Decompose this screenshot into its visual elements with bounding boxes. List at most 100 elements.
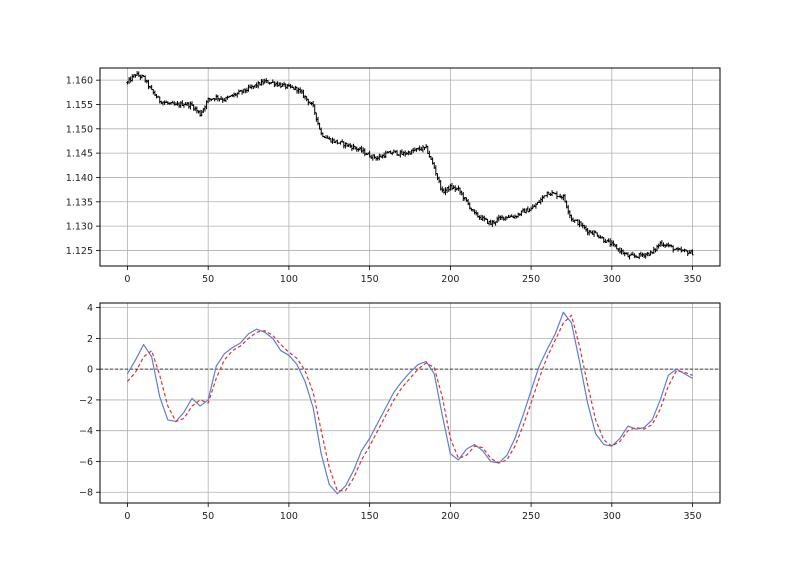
price-bar <box>373 154 376 159</box>
price-bar <box>691 249 694 256</box>
price-bar <box>447 185 450 192</box>
price-bar <box>516 212 520 218</box>
price-bar <box>615 244 618 250</box>
price-y-tick-label: 1.135 <box>66 197 93 208</box>
price-x-tick-label: 150 <box>361 274 379 285</box>
price-x-ticks: 0 50 100 150 200 250 300 350 <box>124 266 702 285</box>
price-bar <box>177 102 181 108</box>
price-bar <box>181 100 184 107</box>
price-bar <box>449 183 452 191</box>
price-bar <box>495 216 499 224</box>
price-bar <box>444 187 447 196</box>
price-bar <box>129 76 132 83</box>
price-bar <box>215 94 218 101</box>
price-bar <box>458 187 462 195</box>
price-bar <box>242 88 245 94</box>
price-bar <box>297 87 300 94</box>
price-y-tick-label: 1.150 <box>66 124 93 135</box>
price-bar <box>454 185 457 193</box>
price-bar <box>187 102 191 109</box>
price-y-tick-label: 1.160 <box>66 76 93 87</box>
price-bar <box>399 150 402 158</box>
price-x-tick-label: 250 <box>522 274 540 285</box>
price-bar <box>567 205 570 215</box>
price-y-tick-label: 1.130 <box>66 222 93 233</box>
price-bar <box>232 92 236 98</box>
price-bar <box>294 85 297 91</box>
price-bar <box>671 245 675 253</box>
price-bar <box>642 252 646 258</box>
price-bar <box>189 101 192 110</box>
price-bar <box>639 251 643 257</box>
price-bar <box>586 227 589 236</box>
oscillator-x-tick-label: 0 <box>124 511 130 522</box>
price-bar <box>208 97 211 102</box>
price-bar <box>200 109 203 117</box>
price-bar <box>526 206 530 213</box>
oscillator-y-tick-label: 2 <box>87 334 93 345</box>
price-bar <box>473 209 476 215</box>
price-bar <box>646 251 649 257</box>
price-bar <box>216 94 220 102</box>
price-bar <box>336 139 339 145</box>
oscillator-x-tick-label: 150 <box>361 511 379 522</box>
price-bar <box>680 246 683 253</box>
oscillator-y-tick-label: 4 <box>87 303 93 314</box>
oscillator-y-tick-label: −8 <box>79 488 93 499</box>
price-bar <box>357 148 360 152</box>
price-bar <box>633 253 636 258</box>
price-bar <box>413 147 417 152</box>
price-bar <box>134 74 137 78</box>
price-bar <box>378 153 381 161</box>
price-bar <box>521 208 525 213</box>
price-bar <box>523 208 526 214</box>
price-bar <box>436 173 439 181</box>
price-bar <box>140 74 144 79</box>
price-y-tick-label: 1.155 <box>66 100 93 111</box>
price-bar <box>303 95 307 100</box>
price-bar <box>400 149 404 155</box>
price-x-tick-label: 100 <box>280 274 298 285</box>
price-bar <box>492 219 496 225</box>
price-bar <box>316 116 320 126</box>
price-y-ticks: 1.125 1.130 1.135 1.140 1.145 1.150 1.155 1.160 <box>66 76 100 257</box>
price-bar <box>602 237 605 243</box>
price-bar <box>350 144 354 152</box>
price-bar <box>299 87 302 94</box>
price-bar <box>360 145 363 153</box>
price-bar <box>592 229 596 237</box>
price-bar <box>445 186 449 193</box>
oscillator-y-ticks: −8 −6 −4 −2 0 2 4 <box>79 303 100 499</box>
oscillator-x-tick-label: 350 <box>683 511 701 522</box>
price-bar <box>481 215 484 221</box>
price-bar <box>250 84 253 90</box>
price-plot-frame <box>99 67 721 267</box>
price-bar <box>497 214 501 222</box>
price-y-tick-label: 1.140 <box>66 173 93 184</box>
price-bar <box>147 79 150 90</box>
price-bar <box>541 195 544 203</box>
price-bar <box>623 251 626 257</box>
price-bar <box>289 84 292 89</box>
price-bar <box>667 242 670 248</box>
price-bar <box>313 104 316 115</box>
price-bar <box>331 137 334 144</box>
price-bar <box>295 86 299 94</box>
price-bar <box>657 243 660 249</box>
price-bar <box>558 193 562 199</box>
price-bar <box>192 104 195 111</box>
oscillator-x-tick-label: 50 <box>202 511 214 522</box>
price-bar <box>550 190 554 197</box>
price-bar <box>176 101 179 106</box>
oscillator-series <box>100 311 720 495</box>
price-bar <box>349 143 352 148</box>
price-bar <box>539 197 542 205</box>
price-bar <box>274 81 278 87</box>
price-bar <box>195 106 199 114</box>
price-bar <box>570 214 573 222</box>
oscillator-y-tick-label: −2 <box>79 395 93 406</box>
oscillator-chart: 0 50 100 150 200 250 300 350 −8 −6 −4 −2 0 2 4 <box>79 302 721 522</box>
price-bar <box>152 89 155 95</box>
price-bar <box>568 210 572 219</box>
